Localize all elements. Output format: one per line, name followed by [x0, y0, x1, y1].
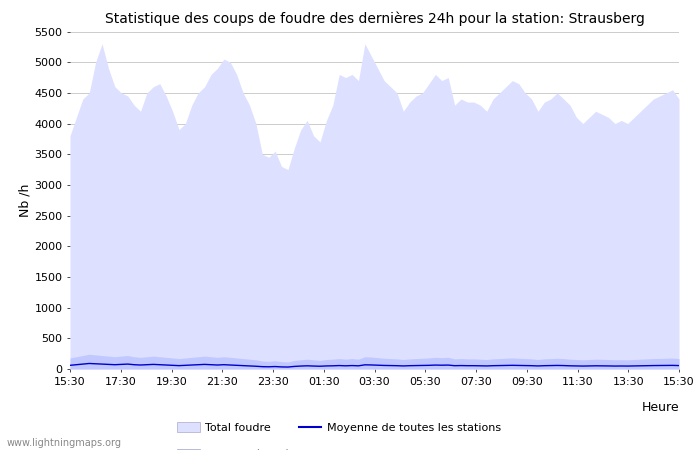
Y-axis label: Nb /h: Nb /h: [18, 184, 32, 217]
Legend: Foudre détectée par Strausberg: Foudre détectée par Strausberg: [173, 445, 388, 450]
Text: www.lightningmaps.org: www.lightningmaps.org: [7, 438, 122, 448]
Title: Statistique des coups de foudre des dernières 24h pour la station: Strausberg: Statistique des coups de foudre des dern…: [104, 12, 645, 26]
Text: Heure: Heure: [641, 401, 679, 414]
